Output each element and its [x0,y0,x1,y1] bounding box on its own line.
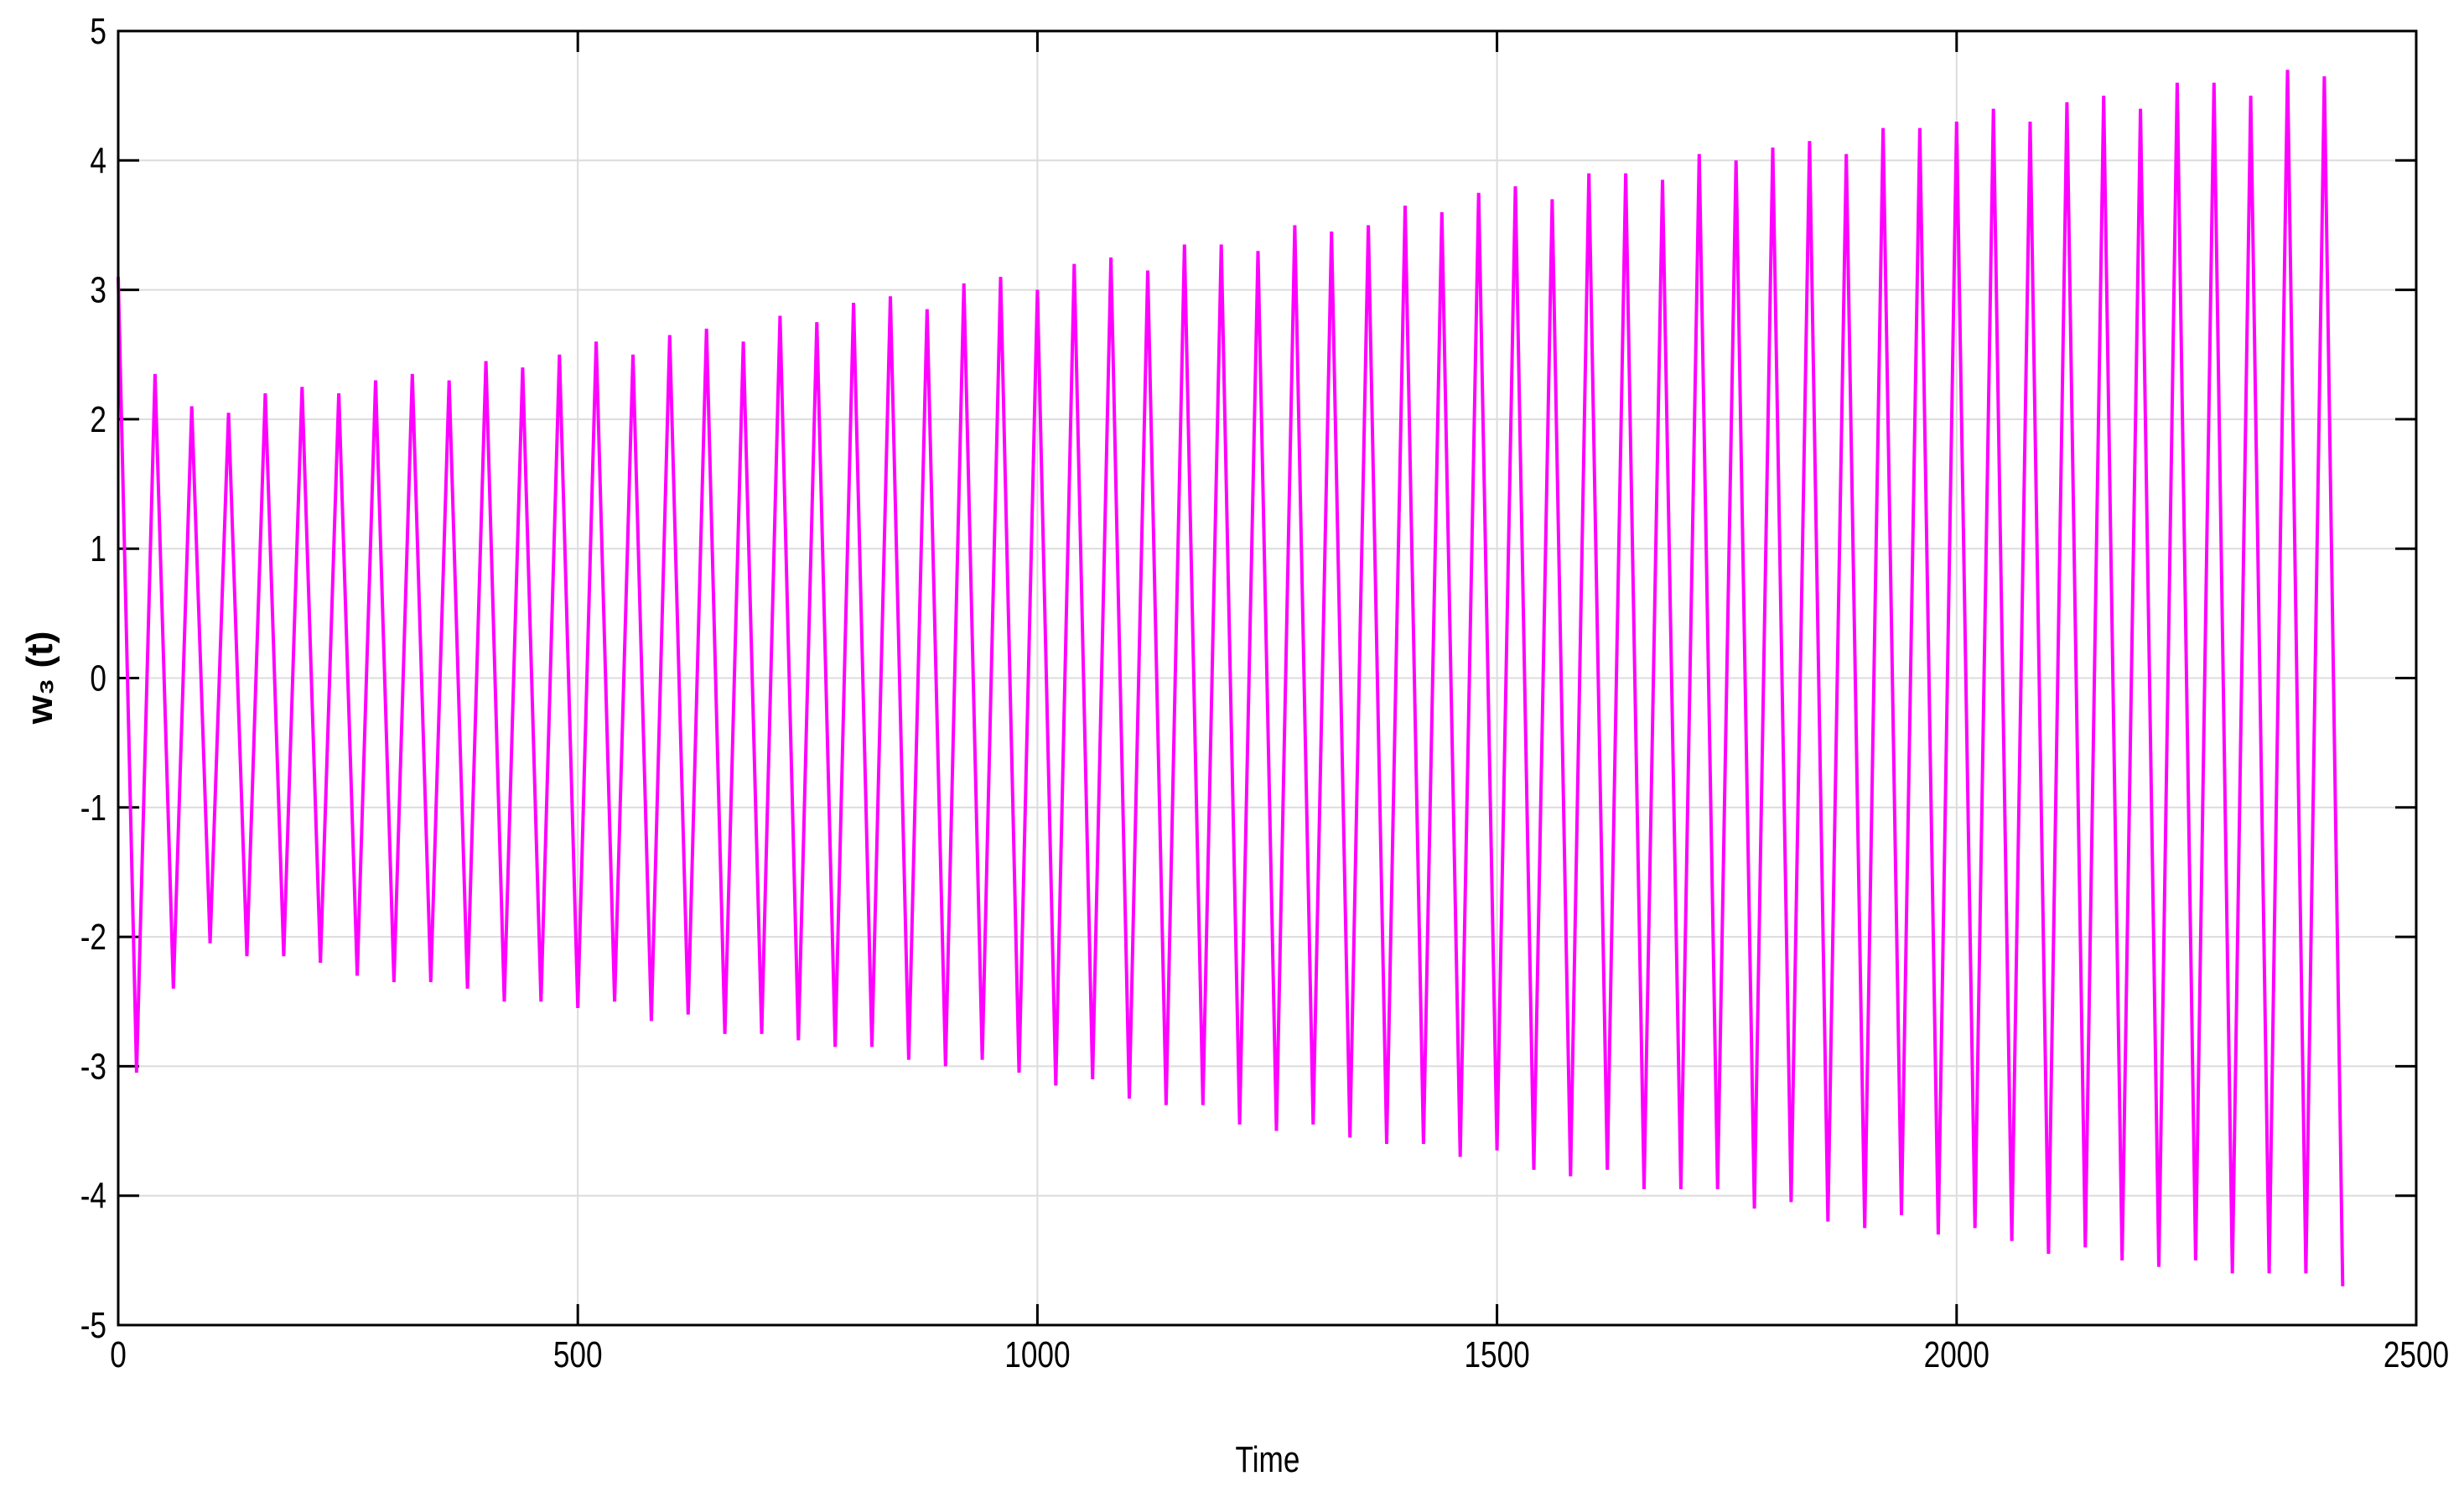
data-line [117,70,2345,1286]
x-tick-label: 1000 [1004,1334,1070,1375]
plot-frame [117,29,2418,1327]
y-axis-label: w₃ (t) [19,632,60,725]
x-axis-label: Time [1236,1439,1300,1480]
y-tick-label: -1 [80,787,106,829]
y-tick-label: -3 [80,1047,106,1088]
y-tick-label: 0 [90,658,106,699]
y-tick-label: -5 [80,1305,106,1346]
x-tick-label: 1500 [1464,1334,1529,1375]
y-tick-label: 3 [90,270,106,311]
y-tick-label: 2 [90,399,106,440]
y-tick-label: -2 [80,917,106,958]
y-tick-label: -4 [80,1176,106,1217]
y-tick-label: 5 [90,11,106,52]
x-tick-label: 0 [110,1334,127,1375]
x-tick-label: 2500 [2384,1334,2449,1375]
x-tick-label: 500 [553,1334,603,1375]
x-tick-label: 2000 [1924,1334,1989,1375]
y-tick-label: 4 [90,141,106,182]
y-tick-label: 1 [90,529,106,570]
